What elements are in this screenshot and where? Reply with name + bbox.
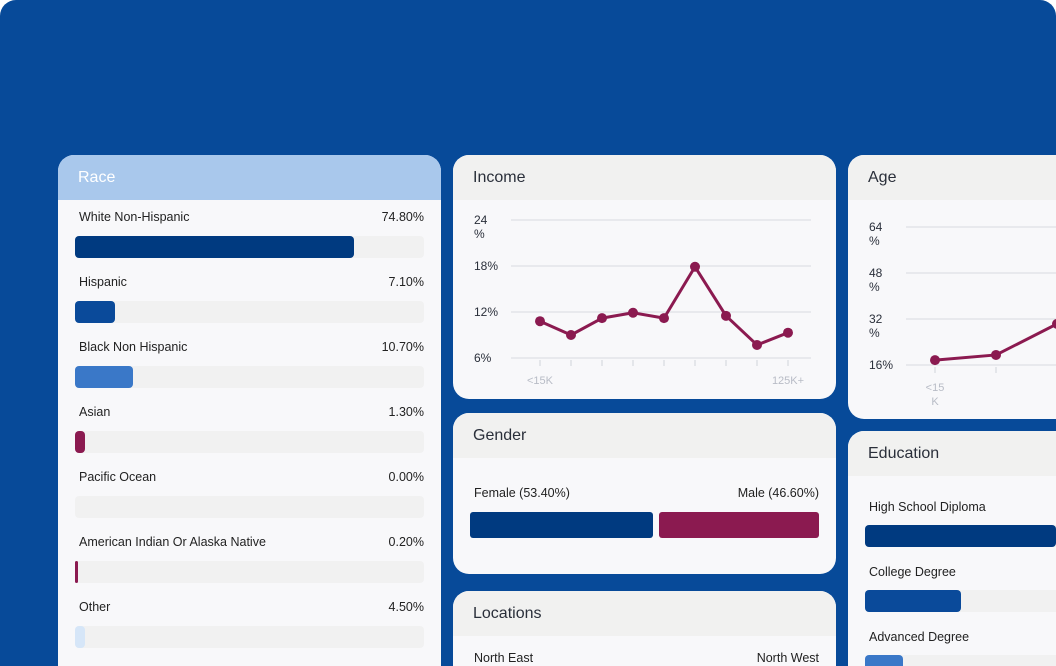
race-value: 10.70%: [381, 340, 424, 354]
data-point: [690, 261, 700, 272]
income-card: Income 6% 12% 18% 24% <15K 125K+: [453, 155, 836, 399]
race-title: Race: [58, 155, 441, 200]
education-bar-fill: [865, 525, 1056, 547]
y-tick-label: 64%: [869, 220, 883, 248]
race-label: Hispanic: [79, 275, 127, 289]
income-chart: 6% 12% 18% 24 % <15K 125K+: [474, 213, 811, 387]
data-point: [721, 310, 731, 321]
location-north-east: North East: [474, 651, 534, 665]
race-bar-fill: [75, 236, 355, 258]
y-tick-label: 16%: [869, 358, 893, 372]
data-point: [752, 339, 762, 350]
y-tick-label: 6%: [474, 351, 492, 365]
race-label: American Indian Or Alaska Native: [79, 535, 266, 549]
female-segment: [470, 512, 654, 538]
age-title: Age: [848, 155, 1056, 200]
race-row: American Indian Or Alaska Native 0.20%: [58, 525, 441, 590]
age-card: Age 16% 32% 48% 64% <15 K: [848, 155, 1056, 419]
race-label: Other: [79, 600, 111, 614]
data-point: [1052, 318, 1056, 329]
locations-card: Locations North East North West: [453, 591, 836, 666]
locations-title: Locations: [453, 591, 836, 636]
race-value: 4.50%: [388, 600, 424, 614]
race-row: Other 4.50%: [58, 590, 441, 655]
race-bar-track: [75, 561, 424, 583]
education-label: Advanced Degree: [869, 630, 970, 644]
education-bar-fill: [865, 655, 904, 666]
education-bar-track: [865, 525, 1056, 547]
education-label: High School Diploma: [869, 500, 986, 514]
race-value: 0.20%: [388, 535, 424, 549]
education-card: Education High School Diploma College Deg…: [848, 431, 1056, 666]
data-point: [783, 327, 793, 338]
data-point: [535, 316, 545, 327]
race-row: Black Non Hispanic 10.70%: [58, 330, 441, 395]
y-tick-label: 32%: [869, 312, 883, 340]
male-label: Male (46.60%): [737, 486, 819, 500]
education-bar-track: [865, 590, 1056, 612]
race-bar-track: [75, 496, 424, 518]
data-point: [991, 349, 1001, 360]
race-value: 0.00%: [388, 470, 424, 484]
gender-card: Gender Female (53.40%) Male (46.60%): [453, 413, 836, 574]
education-title: Education: [848, 431, 1056, 476]
age-chart: 16% 32 % 48 % 64 % <15 K: [869, 220, 1056, 408]
y-tick-label: 12%: [474, 305, 498, 319]
race-card: Race White Non-Hispanic 74.80% Hispanic 7.1…: [58, 155, 441, 666]
race-bar-fill: [75, 431, 86, 453]
race-bar-track: [75, 366, 424, 388]
race-label: Pacific Ocean: [79, 470, 157, 484]
male-segment: [659, 512, 819, 538]
race-bar-track: [75, 236, 424, 258]
race-row: Asian 1.30%: [58, 395, 441, 460]
data-point: [930, 355, 940, 366]
race-bar-fill: [75, 366, 133, 388]
series-line: [539, 265, 789, 347]
race-label: Black Non Hispanic: [79, 340, 188, 354]
race-label: Asian: [79, 405, 111, 419]
race-value: 74.80%: [381, 210, 424, 224]
race-bar-track: [75, 626, 424, 648]
data-point: [566, 330, 576, 340]
y-tick-label: 18%: [474, 259, 498, 273]
race-row: Hispanic 7.10%: [58, 265, 441, 330]
income-title: Income: [453, 155, 836, 200]
education-label: College Degree: [869, 565, 956, 579]
race-bar-fill: [75, 561, 79, 583]
location-north-west: North West: [756, 651, 819, 665]
education-bar-track: [865, 655, 1056, 666]
race-value: 1.30%: [388, 405, 424, 419]
education-bar-fill: [865, 590, 961, 612]
race-bar-fill: [75, 626, 86, 648]
race-row: Pacific Ocean 0.00%: [58, 460, 441, 525]
x-tick-label: <15K: [527, 375, 554, 387]
race-bar-track: [75, 301, 424, 323]
female-label: Female (53.40%): [474, 486, 570, 500]
race-bar-track: [75, 431, 424, 453]
race-label: White Non-Hispanic: [79, 210, 190, 224]
race-bar-fill: [75, 301, 115, 323]
data-point: [597, 313, 607, 324]
gender-title: Gender: [453, 413, 836, 458]
data-point: [659, 313, 669, 324]
race-value: 7.10%: [388, 275, 424, 289]
y-tick-label: 48%: [869, 266, 883, 294]
y-tick-label: 24%: [474, 213, 488, 241]
data-point: [628, 307, 638, 318]
x-tick-label: 125K+: [772, 375, 804, 387]
gender-bar: [470, 512, 819, 538]
race-row: White Non-Hispanic 74.80%: [58, 200, 441, 265]
